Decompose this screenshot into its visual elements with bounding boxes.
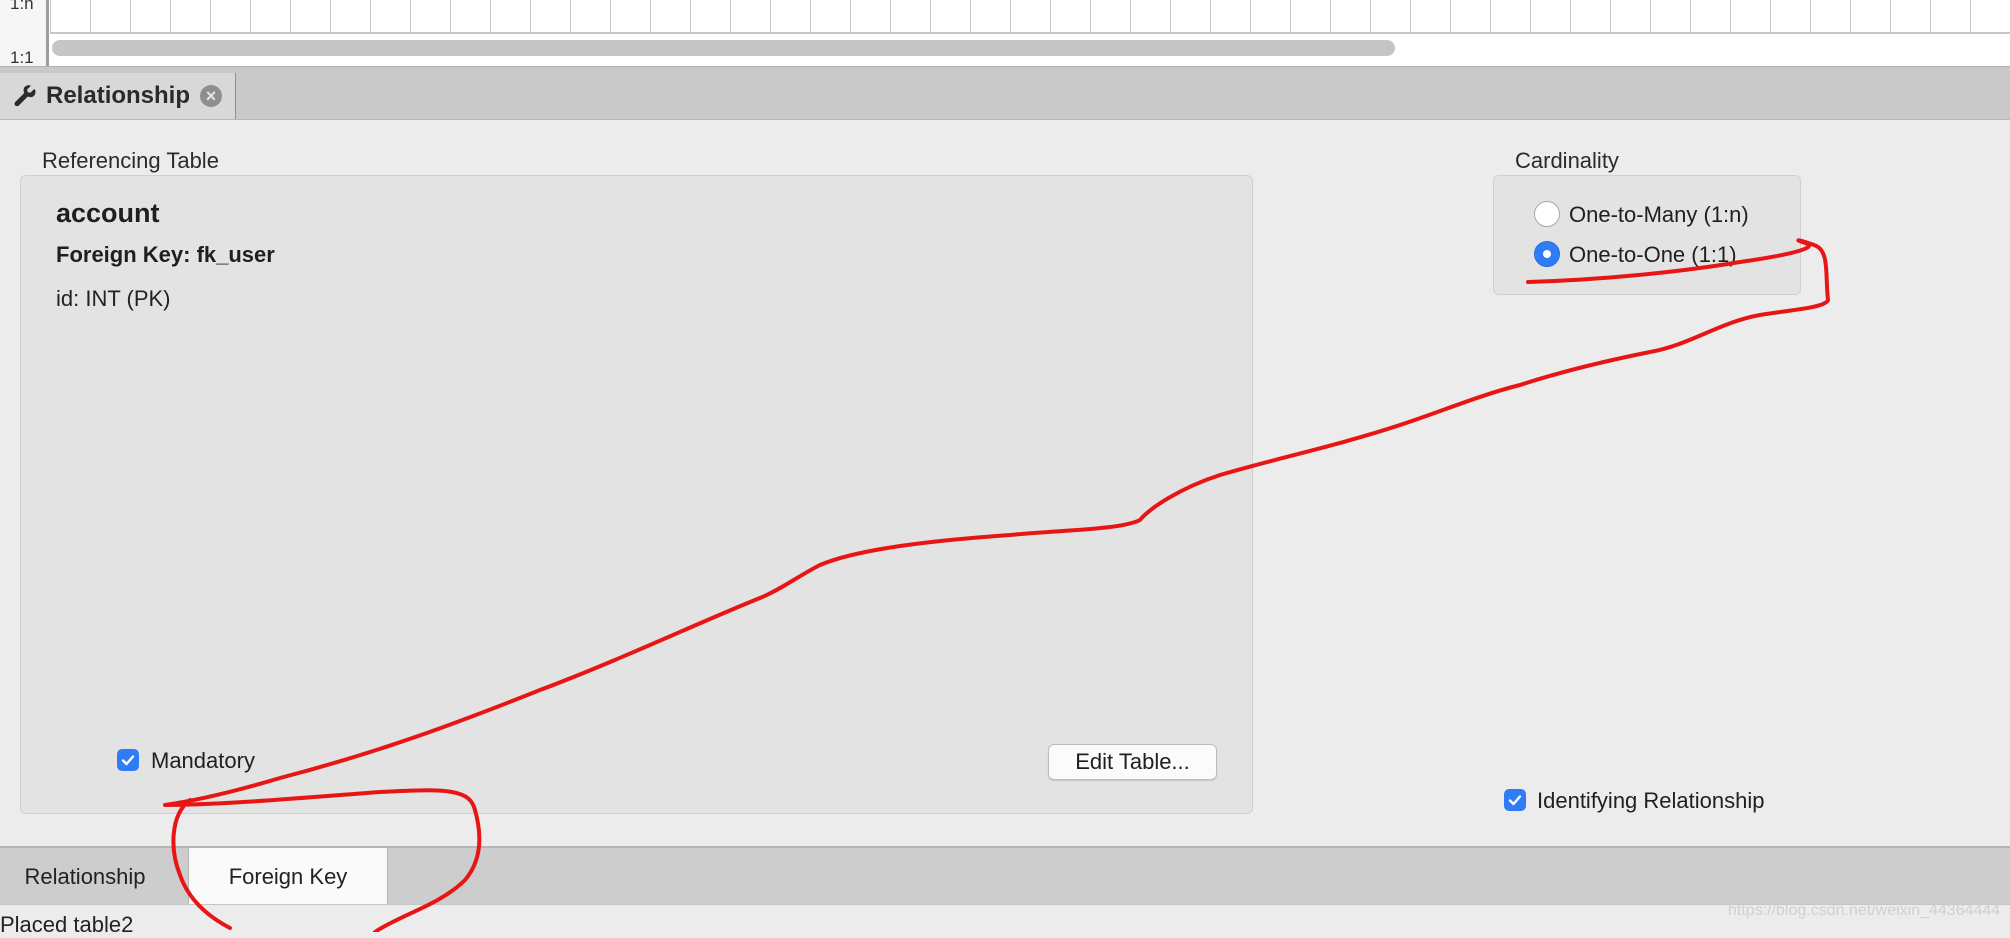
diagram-canvas-strip: 1:n 1:1 [0,0,2010,67]
status-text: Placed table2 [0,912,134,937]
panel-tab-title: Relationship [46,82,191,109]
radio-one-to-one-label: One-to-One (1:1) [1569,242,1737,267]
radio-one-to-many-label: One-to-Many (1:n) [1569,202,1749,227]
watermark: https://blog.csdn.net/weixin_44364444 [1728,902,2001,919]
mandatory-label: Mandatory [151,748,255,773]
bottom-tab-bar: Relationship Foreign Key [0,846,2010,906]
panel-tab-relationship[interactable]: Relationship × [0,73,236,119]
cardinality-label: Cardinality [1515,148,1619,173]
identifying-relationship-label: Identifying Relationship [1537,788,1765,813]
column-entry: id: INT (PK) [56,286,171,311]
status-bar [0,904,2010,933]
referencing-table-label: Referencing Table [42,148,219,173]
row-label: 1:1 [10,48,34,67]
tab-relationship[interactable]: Relationship [24,864,146,889]
canvas-grid[interactable] [50,0,2010,34]
edit-table-button[interactable]: Edit Table... [1048,744,1217,780]
checkmark-icon [121,755,135,766]
close-icon[interactable]: × [200,85,223,107]
mandatory-checkbox[interactable] [117,749,139,771]
checkmark-icon [1508,795,1522,806]
table-name: account [56,198,160,228]
tab-foreign-key[interactable]: Foreign Key [188,848,388,906]
canvas-row-labels: 1:n 1:1 [0,0,49,67]
panel-tab-bar: Relationship × [0,66,2010,120]
referencing-table-box [20,175,1253,814]
horizontal-scrollbar[interactable] [52,40,1395,56]
radio-one-to-many[interactable] [1534,201,1560,227]
row-label: 1:n [10,0,34,13]
wrench-icon [14,85,36,107]
identifying-relationship-checkbox[interactable] [1504,789,1526,811]
radio-one-to-one[interactable] [1534,241,1560,267]
foreign-key-name: Foreign Key: fk_user [56,242,275,267]
cardinality-box [1493,175,1801,295]
